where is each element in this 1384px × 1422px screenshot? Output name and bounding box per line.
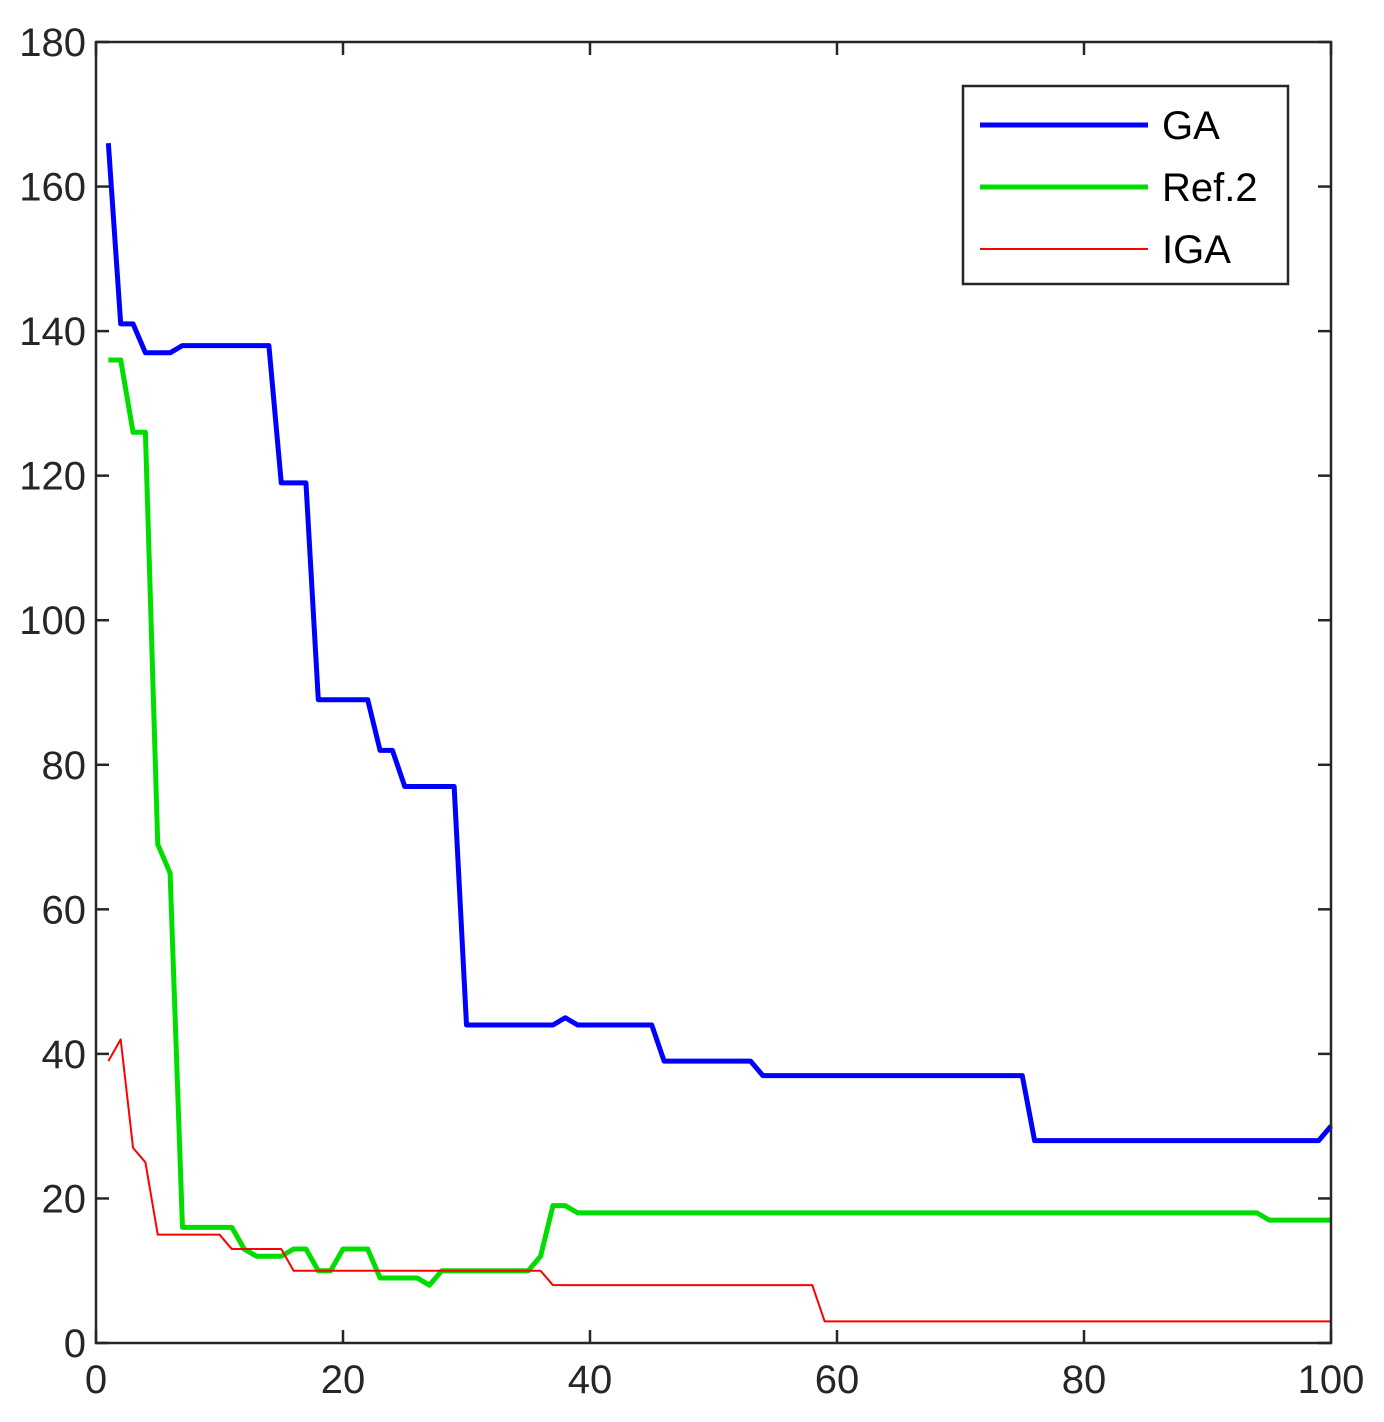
y-tick-label: 120 [19, 455, 86, 499]
y-tick-label: 0 [64, 1322, 86, 1366]
y-tick-label: 180 [19, 21, 86, 65]
series-line-ga [105, 143, 1333, 1144]
y-tick-label: 60 [42, 888, 87, 932]
x-tick-label: 0 [85, 1358, 107, 1402]
y-tick-label: 20 [42, 1177, 87, 1221]
y-tick-label: 40 [42, 1033, 87, 1077]
x-tick-label: 100 [1298, 1358, 1365, 1402]
legend: GA Ref.2 IGA [961, 84, 1290, 286]
x-tick-label: 60 [815, 1358, 860, 1402]
y-tick-label: 140 [19, 310, 86, 354]
x-tick-label: 80 [1062, 1358, 1107, 1402]
y-tick-label: 80 [42, 744, 87, 788]
series-line-iga [107, 1038, 1331, 1323]
series-line-ref-2 [108, 357, 1331, 1288]
series-layer [105, 143, 1333, 1323]
plot-frame [94, 40, 1333, 1345]
legend-label: Ref.2 [1162, 166, 1258, 210]
legend-label: GA [1162, 104, 1220, 148]
axes-layer: 0 20 40 60 80 100 0 20 40 60 80 100 120 140 160 180 [19, 21, 1364, 1402]
y-tick-label: 100 [19, 599, 86, 643]
legend-label: IGA [1162, 228, 1231, 272]
y-tick-label: 160 [19, 166, 86, 210]
x-tick-label: 40 [568, 1358, 613, 1402]
x-tick-label: 20 [321, 1358, 366, 1402]
